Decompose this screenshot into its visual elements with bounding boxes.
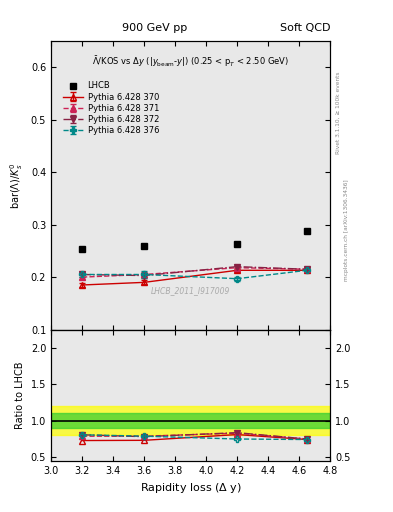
LHCB [80, 246, 84, 252]
Bar [51, 413, 330, 428]
Line: LHCB: LHCB [79, 228, 310, 252]
Text: Soft QCD: Soft QCD [280, 23, 330, 33]
LHCB [235, 241, 239, 247]
Text: 900 GeV pp: 900 GeV pp [122, 23, 187, 33]
X-axis label: Rapidity loss ($\Delta$ y): Rapidity loss ($\Delta$ y) [140, 481, 242, 495]
Y-axis label: bar($\Lambda$)/$K_s^0$: bar($\Lambda$)/$K_s^0$ [9, 162, 25, 209]
Bar [51, 406, 330, 435]
Text: Rivet 3.1.10, ≥ 100k events: Rivet 3.1.10, ≥ 100k events [336, 71, 341, 154]
Text: mcplots.cern.ch [arXiv:1306.3436]: mcplots.cern.ch [arXiv:1306.3436] [344, 180, 349, 281]
Legend: LHCB, Pythia 6.428 370, Pythia 6.428 371, Pythia 6.428 372, Pythia 6.428 376: LHCB, Pythia 6.428 370, Pythia 6.428 371… [61, 80, 161, 136]
Text: LHCB_2011_I917009: LHCB_2011_I917009 [151, 286, 230, 295]
LHCB [142, 243, 147, 249]
LHCB [305, 228, 309, 234]
Y-axis label: Ratio to LHCB: Ratio to LHCB [15, 361, 25, 429]
Text: $\bar{\Lambda}$/KOS vs $\Delta y$ ($|y_{\mathrm{beam}}$-$y|$) (0.25 < p$_T$ < 2.: $\bar{\Lambda}$/KOS vs $\Delta y$ ($|y_{… [92, 54, 289, 69]
